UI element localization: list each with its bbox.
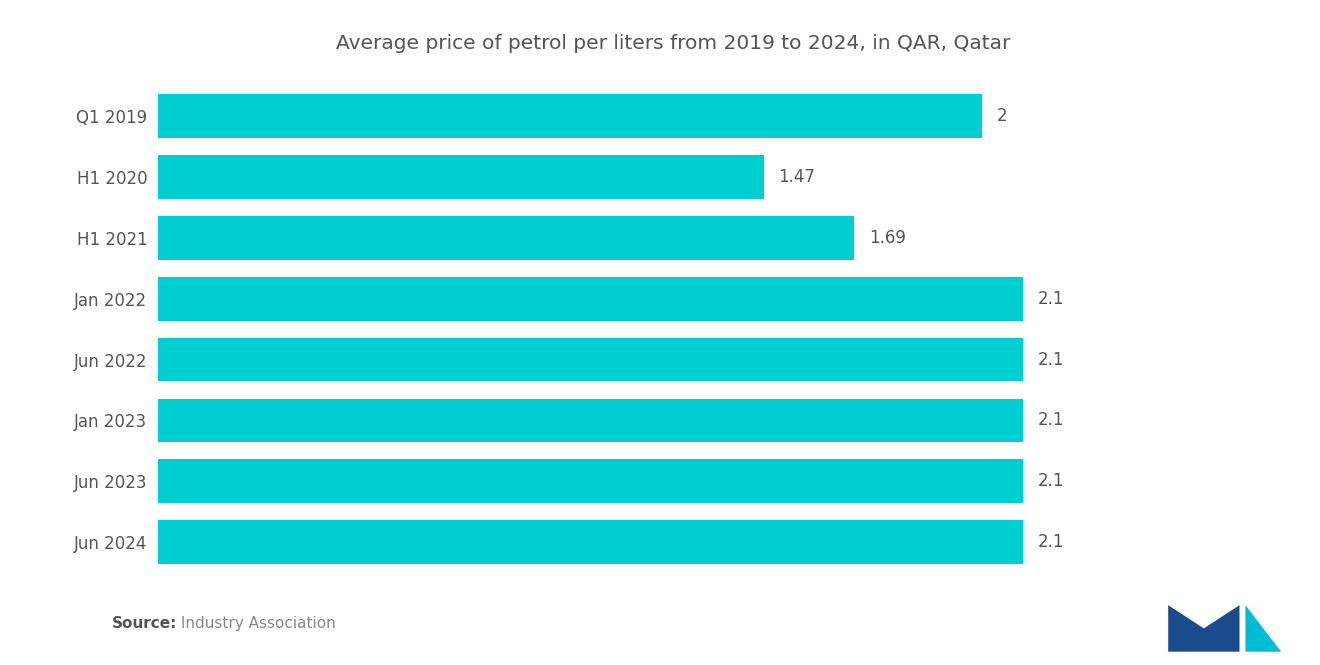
Bar [158, 216, 854, 260]
Text: 2.1: 2.1 [1038, 472, 1064, 490]
Polygon shape [1168, 605, 1239, 652]
Text: 2.1: 2.1 [1038, 350, 1064, 368]
Bar [158, 460, 1023, 503]
Title: Average price of petrol per liters from 2019 to 2024, in QAR, Qatar: Average price of petrol per liters from … [337, 34, 1010, 53]
Text: 2.1: 2.1 [1038, 412, 1064, 430]
Text: 1.69: 1.69 [869, 229, 906, 247]
Text: 1.47: 1.47 [779, 168, 814, 186]
Bar [158, 520, 1023, 564]
Bar [158, 94, 982, 138]
Bar [158, 155, 764, 199]
Bar [158, 398, 1023, 442]
Text: Source:: Source: [112, 616, 178, 632]
Text: 2.1: 2.1 [1038, 290, 1064, 308]
Bar [158, 338, 1023, 382]
Polygon shape [1246, 605, 1280, 652]
Bar [158, 277, 1023, 321]
Text: 2.1: 2.1 [1038, 533, 1064, 551]
Text: Industry Association: Industry Association [176, 616, 335, 632]
Text: 2: 2 [997, 107, 1007, 125]
